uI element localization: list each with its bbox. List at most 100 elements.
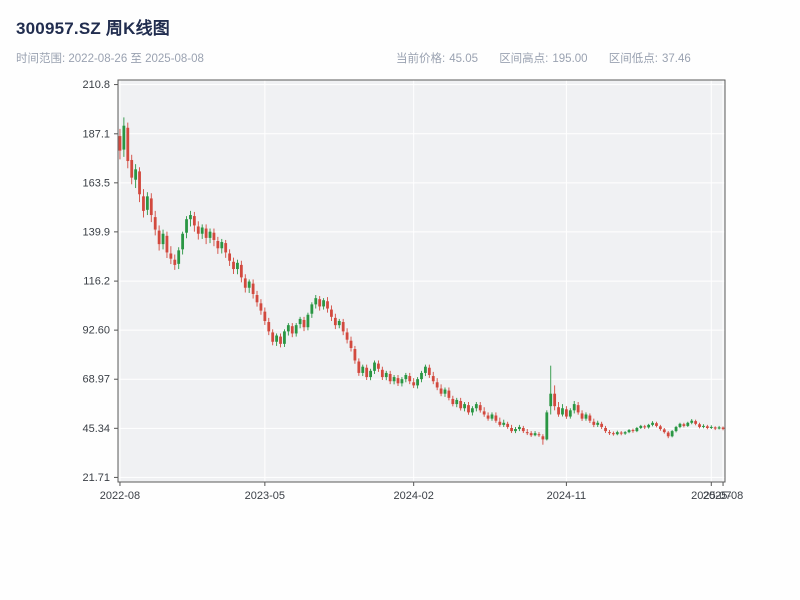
candle-body <box>314 298 318 305</box>
candle-body <box>392 377 396 382</box>
candle-body <box>157 230 161 245</box>
candle-body <box>122 125 126 150</box>
candle-body <box>337 320 341 326</box>
candle-body <box>200 227 204 234</box>
candle-body <box>357 361 361 373</box>
candle-body <box>709 426 713 428</box>
candle-body <box>420 372 423 380</box>
stat-label: 当前价格: <box>396 53 446 65</box>
candle-body <box>502 422 506 425</box>
candle-body <box>161 233 165 245</box>
candle-body <box>130 159 134 178</box>
candle-body <box>549 393 553 407</box>
candle-body <box>662 429 666 433</box>
candle-body <box>459 400 463 409</box>
candle-body <box>584 414 588 419</box>
candle-body <box>686 422 690 426</box>
x-axis-label: 2024-02 <box>393 490 433 502</box>
candle-body <box>467 405 470 413</box>
x-axis-label: 2023-05 <box>245 490 285 502</box>
candle-body <box>608 432 611 434</box>
candle-body <box>145 196 149 210</box>
x-axis-label: 2025-07 <box>691 490 731 502</box>
x-axis-label: 2025-08 <box>703 490 743 502</box>
candle-body <box>267 322 271 332</box>
candle-body <box>439 388 443 394</box>
candle-body <box>545 412 549 440</box>
stats-row: 当前价格: 45.05 区间高点: 195.00 区间低点: 37.46 <box>396 50 709 66</box>
y-axis-label: 68.97 <box>82 374 110 386</box>
candle-body <box>486 415 490 419</box>
stat-current-price: 当前价格: 45.05 <box>396 53 478 65</box>
candle-body <box>228 253 232 261</box>
stat-label: 区间高点: <box>499 53 549 65</box>
candle-body <box>553 393 557 407</box>
candle-body <box>471 408 474 413</box>
candle-body <box>396 378 400 384</box>
candle-body <box>702 425 705 427</box>
stat-label: 区间低点: <box>608 53 658 65</box>
stat-range-low: 区间低点: 37.46 <box>609 53 691 65</box>
candle-body <box>216 241 220 249</box>
candle-body <box>647 424 651 428</box>
stat-value: 37.46 <box>661 53 691 65</box>
candle-body <box>674 426 678 432</box>
candle-body <box>698 424 701 427</box>
y-axis-label: 187.1 <box>82 128 110 140</box>
candle-body <box>142 196 145 211</box>
candle-body <box>455 399 459 405</box>
candle-body <box>239 264 243 278</box>
y-axis-label: 21.71 <box>82 472 110 484</box>
y-axis-label: 92.60 <box>82 325 110 337</box>
candle-body <box>212 232 216 240</box>
candle-body <box>615 432 619 435</box>
candle-body <box>431 376 435 382</box>
candle-body <box>443 389 447 394</box>
candle-body <box>529 433 533 436</box>
candle-body <box>478 405 482 411</box>
candle-body <box>561 408 564 415</box>
candle-body <box>302 319 306 328</box>
candle-body <box>373 362 376 371</box>
candle-body <box>498 421 502 425</box>
candle-body <box>721 427 725 429</box>
meta-row: 时间范围: 2022-08-26 至 2025-08-08 当前价格: 45.05… <box>16 50 784 66</box>
candle-body <box>318 299 322 307</box>
candle-body <box>619 432 623 434</box>
candle-body <box>412 382 416 386</box>
candle-body <box>525 432 529 434</box>
candle-body <box>447 390 451 398</box>
candle-body <box>643 426 647 428</box>
candle-body <box>271 332 275 342</box>
candle-body <box>651 422 654 425</box>
candle-body <box>600 423 604 427</box>
candle-body <box>400 379 404 384</box>
candle-body <box>627 430 631 433</box>
page-title: 300957.SZ 周K线图 <box>16 19 170 38</box>
candle-body <box>682 424 686 426</box>
candle-body <box>126 127 130 162</box>
candle-body <box>243 278 247 288</box>
candle-body <box>384 372 388 378</box>
candle-body <box>259 303 263 311</box>
candle-body <box>388 373 392 382</box>
candle-body <box>623 432 627 434</box>
candle-body <box>666 432 670 437</box>
candle-body <box>506 423 510 427</box>
stat-value: 195.00 <box>552 53 588 65</box>
candle-body <box>592 421 596 425</box>
time-range-label: 时间范围: 2022-08-26 至 2025-08-08 <box>16 53 204 65</box>
candle-body <box>533 433 537 436</box>
candle-body <box>294 325 298 334</box>
candle-body <box>463 404 466 409</box>
candle-body <box>279 336 282 344</box>
x-axis-label: 2022-08 <box>100 490 140 502</box>
candle-body <box>639 425 643 428</box>
candle-body <box>236 262 239 270</box>
candle-body <box>310 304 314 314</box>
candle-body <box>494 415 498 421</box>
stat-range-high: 区间高点: 195.00 <box>499 53 587 65</box>
candle-body <box>435 382 439 388</box>
candle-body <box>572 404 576 411</box>
candle-body <box>713 427 717 429</box>
